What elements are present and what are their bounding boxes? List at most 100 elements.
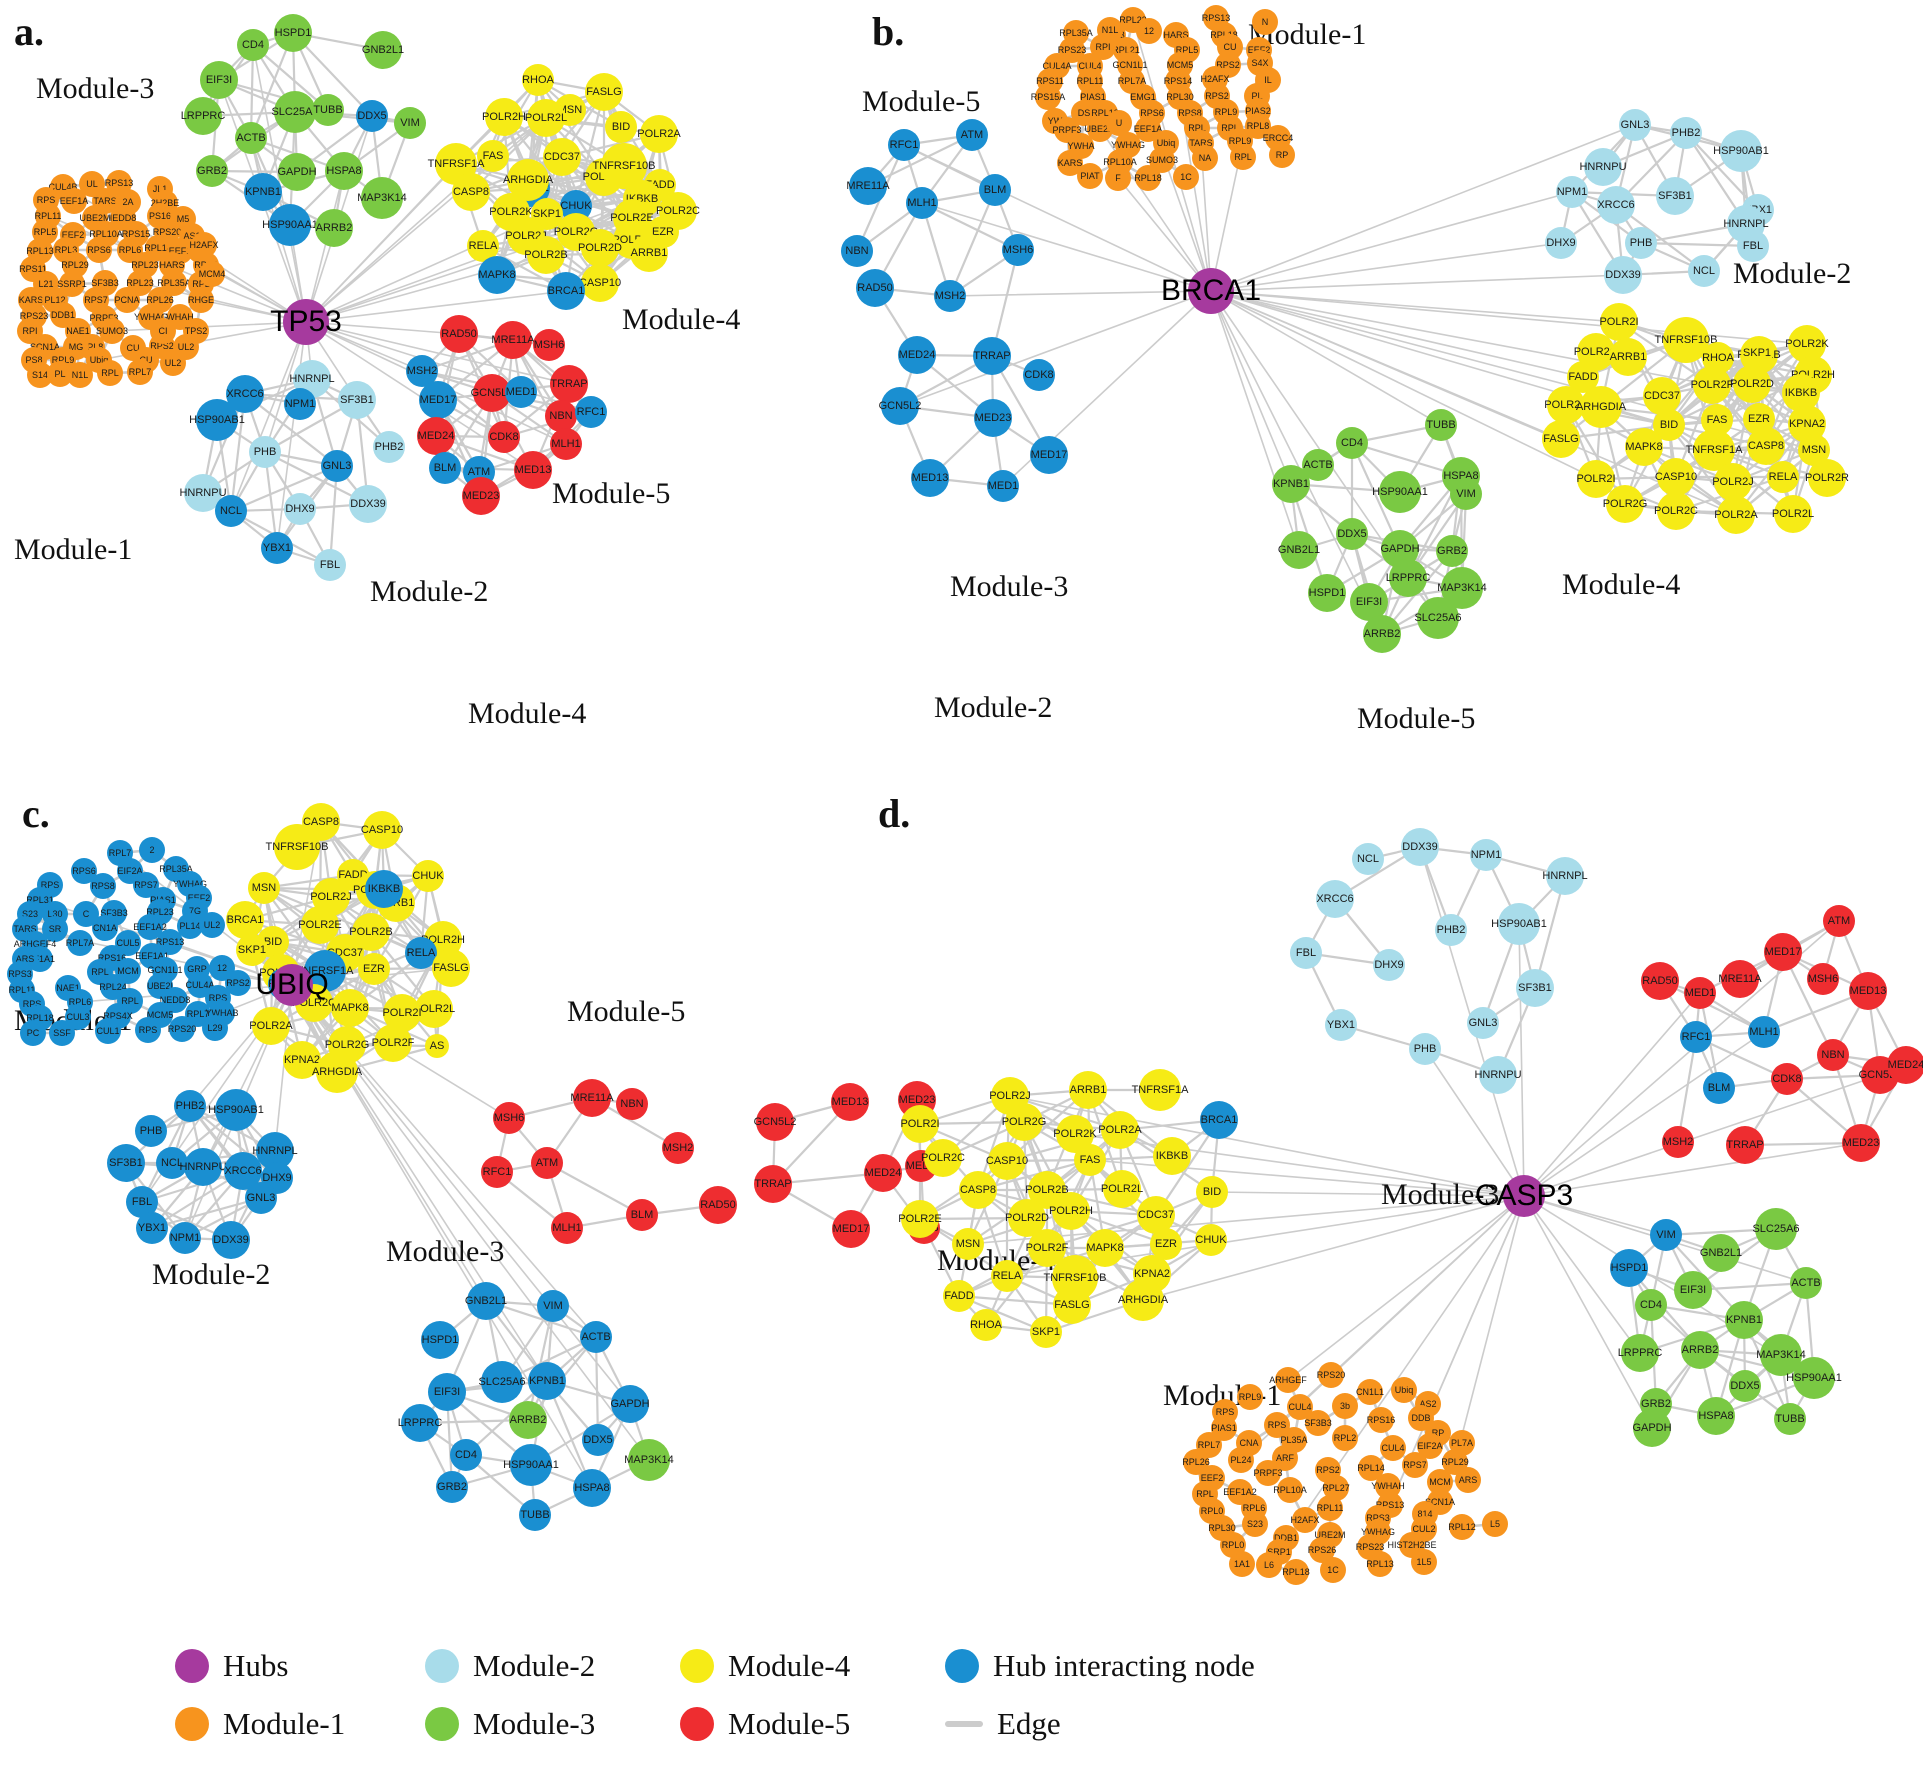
node-d-m5-MED17[interactable]: MED17 <box>1764 933 1802 971</box>
node-a-m5-RAD50[interactable]: RAD50 <box>440 315 478 353</box>
node-d-m5-TRRAP[interactable]: TRRAP <box>1726 1126 1764 1164</box>
node-c-m4-POLR2F[interactable]: POLR2F <box>372 1024 414 1062</box>
node-b-m2-XRCC6[interactable]: XRCC6 <box>1597 186 1635 224</box>
node-c-m1-CN1A[interactable]: CN1A <box>92 915 118 941</box>
node-a-m2-DHX9[interactable]: DHX9 <box>284 493 316 525</box>
node-d-m5-ATM[interactable]: ATM <box>1823 905 1855 937</box>
node-c-m4-EZR[interactable]: EZR <box>358 953 390 985</box>
node-a-m5-MED13[interactable]: MED13 <box>514 451 552 489</box>
node-a-m2-NCL[interactable]: NCL <box>215 495 247 527</box>
hub-node-tp53[interactable]: TP53 <box>270 299 342 345</box>
node-d-m2-DHX9[interactable]: DHX9 <box>1373 949 1405 981</box>
node-d-m2-DDX39[interactable]: DDX39 <box>1401 828 1439 866</box>
node-c-m4-CASP10[interactable]: CASP10 <box>361 811 403 849</box>
node-d-m3-ACTB[interactable]: ACTB <box>1790 1267 1822 1299</box>
node-b-m5-ATM[interactable]: ATM <box>956 119 988 151</box>
node-d-m4-FADD[interactable]: FADD <box>943 1280 975 1312</box>
node-a-m5-MED23[interactable]: MED23 <box>462 477 500 515</box>
node-d-m1-RPL13[interactable]: RPL13 <box>1366 1551 1394 1577</box>
node-b-m4-POLR2C[interactable]: POLR2C <box>1654 492 1698 530</box>
node-a-m4-BID[interactable]: BID <box>605 111 637 143</box>
node-d-m1-L6[interactable]: L6 <box>1256 1552 1282 1578</box>
node-c-m5-MRE11A[interactable]: MRE11A <box>570 1079 614 1117</box>
node-c-m1-RPS8[interactable]: RPS8 <box>90 873 116 899</box>
node-d-m2-HSP90AB1[interactable]: HSP90AB1 <box>1491 903 1547 945</box>
node-d-m2-GNL3[interactable]: GNL3 <box>1467 1007 1499 1039</box>
node-a-m3-MAP3K14[interactable]: MAP3K14 <box>357 177 407 219</box>
node-a-m3-HSPD1[interactable]: HSPD1 <box>274 14 312 52</box>
node-c-m3-TUBB[interactable]: TUBB <box>519 1499 551 1531</box>
node-b-m1-RPL[interactable]: RPL <box>1230 144 1256 170</box>
node-d-m2-NPM1[interactable]: NPM1 <box>1470 839 1502 871</box>
node-d-m4-POLR2A[interactable]: POLR2A <box>1098 1111 1142 1149</box>
node-d-m1-RPL18[interactable]: RPL18 <box>1282 1559 1310 1585</box>
node-b-m5-CDK8[interactable]: CDK8 <box>1023 359 1055 391</box>
node-b-m5-MLH1[interactable]: MLH1 <box>906 187 938 219</box>
node-c-m5-MED13[interactable]: MED13 <box>831 1083 869 1121</box>
node-b-m2-DHX9[interactable]: DHX9 <box>1545 227 1577 259</box>
node-c-m5-MED24[interactable]: MED24 <box>864 1154 902 1192</box>
node-d-m3-GAPDH[interactable]: GAPDH <box>1632 1409 1672 1447</box>
node-a-m4-POLR2B[interactable]: POLR2B <box>524 236 568 274</box>
node-b-m5-MED1[interactable]: MED1 <box>987 470 1019 502</box>
node-d-m5-MSH2[interactable]: MSH2 <box>1662 1126 1694 1158</box>
node-a-m1-UL2[interactable]: UL2 <box>160 350 186 376</box>
node-b-m1-RPS15A[interactable]: RPS15A <box>1031 84 1065 110</box>
node-d-m3-HSPA8[interactable]: HSPA8 <box>1697 1397 1735 1435</box>
node-d-m3-TUBB[interactable]: TUBB <box>1774 1403 1806 1435</box>
node-b-m4-CASP10[interactable]: CASP10 <box>1655 458 1697 496</box>
node-a-m3-EIF3I[interactable]: EIF3I <box>200 61 238 99</box>
node-c-m4-FASLG[interactable]: FASLG <box>432 949 470 987</box>
node-b-m4-POLR2R[interactable]: POLR2R <box>1805 459 1849 497</box>
node-a-m3-CD4[interactable]: CD4 <box>237 29 269 61</box>
node-b-m4-POLR2F[interactable]: POLR2F <box>1691 366 1733 404</box>
node-a-m1-CI[interactable]: CI <box>150 318 176 344</box>
node-a-m4-FAS[interactable]: FAS <box>477 140 509 172</box>
node-c-m2-HSP90AB1[interactable]: HSP90AB1 <box>208 1089 264 1131</box>
node-d-m5-CDK8[interactable]: CDK8 <box>1771 1063 1803 1095</box>
node-a-m4-CASP8[interactable]: CASP8 <box>452 173 490 211</box>
node-d-m4-FASLG[interactable]: FASLG <box>1053 1286 1091 1324</box>
node-a-m4-RHOA[interactable]: RHOA <box>522 64 554 96</box>
node-a-m4-CASP10[interactable]: CASP10 <box>579 264 621 302</box>
node-d-m5-MSH6[interactable]: MSH6 <box>1807 963 1839 995</box>
node-c-m1-RPL7A[interactable]: RPL7A <box>66 930 94 956</box>
node-b-m4-CASP8[interactable]: CASP8 <box>1747 427 1785 465</box>
node-a-m2-PHB2[interactable]: PHB2 <box>373 431 405 463</box>
node-c-m1-UL2[interactable]: UL2 <box>199 912 225 938</box>
node-c-m3-DDX5[interactable]: DDX5 <box>582 1424 614 1456</box>
node-c-m3-ACTB[interactable]: ACTB <box>580 1321 612 1353</box>
node-c-m2-PHB[interactable]: PHB <box>135 1115 167 1147</box>
node-c-m1-SSF[interactable]: SSF <box>49 1020 75 1046</box>
node-c-m4-IKBKB[interactable]: IKBKB <box>365 870 403 908</box>
node-d-m2-PHB2[interactable]: PHB2 <box>1435 914 1467 946</box>
node-b-m2-NCL[interactable]: NCL <box>1688 255 1720 287</box>
node-c-m3-ARRB2[interactable]: ARRB2 <box>509 1401 547 1439</box>
node-c-m5-MLH1[interactable]: MLH1 <box>551 1212 583 1244</box>
node-c-m4-CHUK[interactable]: CHUK <box>412 860 444 892</box>
node-b-m2-FBL[interactable]: FBL <box>1737 230 1769 262</box>
node-b-m4-FASLG[interactable]: FASLG <box>1542 420 1580 458</box>
node-d-m4-POLR2L[interactable]: POLR2L <box>1101 1170 1143 1208</box>
node-b-m1-NA[interactable]: NA <box>1192 145 1218 171</box>
node-d-m4-MSN[interactable]: MSN <box>952 1228 984 1260</box>
node-b-m3-LRPPRC[interactable]: LRPPRC <box>1386 559 1430 597</box>
node-b-m1-12[interactable]: 12 <box>1136 18 1162 44</box>
node-d-m4-FAS[interactable]: FAS <box>1074 1144 1106 1176</box>
node-c-m4-ARHGDIA[interactable]: ARHGDIA <box>312 1051 362 1093</box>
node-c-m5-ATM[interactable]: ATM <box>531 1147 563 1179</box>
node-d-m1-RPL9[interactable]: RPL9 <box>1237 1384 1263 1410</box>
node-c-m4-TNFRSF10B[interactable]: TNFRSF10B <box>266 824 328 870</box>
node-b-m3-HSP90AA1[interactable]: HSP90AA1 <box>1372 471 1428 513</box>
node-b-m5-MRE11A[interactable]: MRE11A <box>846 167 890 205</box>
node-d-m4-BRCA1[interactable]: BRCA1 <box>1200 1101 1238 1139</box>
node-d-m4-CASP8[interactable]: CASP8 <box>959 1171 997 1209</box>
node-b-m3-CD4[interactable]: CD4 <box>1336 427 1368 459</box>
node-d-m2-HNRNPU[interactable]: HNRNPU <box>1474 1056 1522 1094</box>
node-d-m5-MED13[interactable]: MED13 <box>1849 972 1887 1010</box>
node-a-m1-N1L[interactable]: N1L <box>67 362 93 388</box>
node-d-m1-1C[interactable]: 1C <box>1320 1557 1346 1583</box>
node-c-m2-HNRNPU[interactable]: HNRNPU <box>179 1148 227 1186</box>
node-c-m3-LRPPRC[interactable]: LRPPRC <box>398 1404 442 1442</box>
node-c-m3-GRB2[interactable]: GRB2 <box>436 1471 468 1503</box>
